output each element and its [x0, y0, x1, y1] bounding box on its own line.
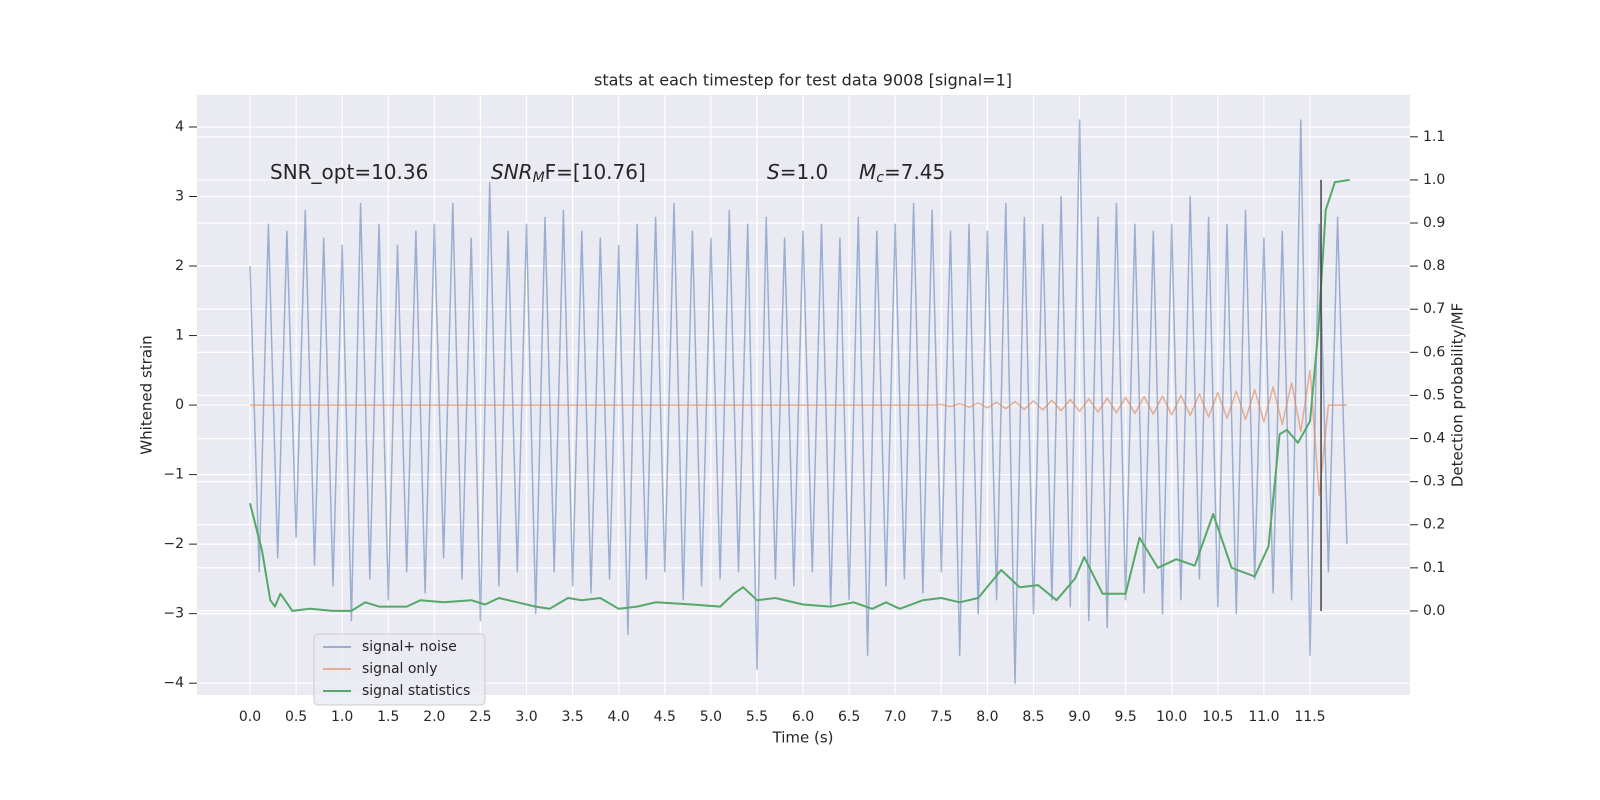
x-tick-label: 6.5	[838, 709, 860, 725]
x-tick-label: 8.0	[976, 709, 998, 725]
x-tick-label: 8.5	[1022, 709, 1044, 725]
y2-tick-label: 0.3	[1423, 474, 1445, 490]
series-line	[249, 178, 1350, 612]
annotation-part: M	[533, 170, 545, 186]
x-axis-label: Time (s)	[772, 729, 834, 747]
annotation-part: c	[876, 170, 884, 186]
chart-title: stats at each timestep for test data 900…	[594, 71, 1012, 90]
annotation-part: S	[767, 160, 780, 184]
x-tick-label: 0.0	[239, 709, 261, 725]
y2-tick-label: 1.0	[1423, 172, 1445, 188]
x-tick-label: 7.5	[930, 709, 952, 725]
y-tick-label: 0	[175, 397, 184, 413]
annotation-part: F=[10.76]	[545, 160, 646, 184]
y-tick-label: 4	[175, 119, 184, 135]
x-tick-label: 5.5	[746, 709, 768, 725]
annotation: SNRMF=[10.76]	[491, 160, 646, 187]
legend-box	[313, 633, 486, 706]
x-tick-label: 2.5	[469, 709, 491, 725]
x-tick-label: 5.0	[700, 709, 722, 725]
annotation: SNR_opt=10.36	[270, 160, 428, 184]
y2-tick-label: 0.7	[1423, 301, 1445, 317]
y-tick-label: 3	[175, 189, 184, 205]
legend-label: signal only	[362, 661, 437, 677]
x-tick-label: 0.5	[285, 709, 307, 725]
series-line	[249, 119, 1348, 684]
y2-tick-label: 0.6	[1423, 344, 1445, 360]
y2-tick-label: 0.0	[1423, 603, 1445, 619]
annotation-part: =7.45	[884, 160, 945, 184]
annotation: S=1.0	[767, 160, 828, 184]
annotation: Mc=7.45	[859, 160, 945, 187]
legend: signal+ noise signal only signal statistic…	[313, 633, 486, 706]
y-tick-label: −3	[163, 606, 184, 622]
x-tick-label: 7.0	[884, 709, 906, 725]
y-tick-label: −2	[163, 536, 184, 552]
legend-label: signal+ noise	[362, 639, 457, 655]
y-tick-label: 2	[175, 258, 184, 274]
x-tick-label: 3.5	[561, 709, 583, 725]
x-tick-label: 4.0	[608, 709, 630, 725]
x-tick-label: 6.0	[792, 709, 814, 725]
x-tick-label: 9.0	[1068, 709, 1090, 725]
annotation-part: M	[859, 160, 876, 184]
marks	[249, 119, 1350, 684]
x-tick-label: 11.0	[1248, 709, 1279, 725]
y2-tick-label: 0.1	[1423, 560, 1445, 576]
series-line	[250, 369, 1347, 497]
x-tick-label: 2.0	[423, 709, 445, 725]
y-tick-label: −1	[163, 467, 184, 483]
x-tick-label: 9.5	[1115, 709, 1137, 725]
y2-axis-label: Detection probability/MF	[1449, 303, 1467, 487]
x-tick-label: 1.5	[377, 709, 399, 725]
y-tick-label: 1	[175, 328, 184, 344]
y-axis-label: Whitened strain	[138, 335, 156, 454]
x-tick-label: 1.0	[331, 709, 353, 725]
x-tick-label: 10.5	[1202, 709, 1233, 725]
y-tick-label: −4	[163, 675, 184, 691]
y2-tick-label: 0.2	[1423, 517, 1445, 533]
annotation-part: SNR	[491, 160, 533, 184]
y2-tick-label: 0.4	[1423, 431, 1445, 447]
x-tick-label: 10.0	[1156, 709, 1187, 725]
x-tick-label: 3.0	[515, 709, 537, 725]
y2-tick-label: 0.9	[1423, 215, 1445, 231]
annotation-part: =1.0	[780, 160, 829, 184]
x-tick-label: 11.5	[1294, 709, 1325, 725]
legend-label: signal statistics	[362, 683, 470, 699]
annotation-part: SNR_opt=10.36	[270, 160, 428, 184]
y2-tick-label: 0.5	[1423, 387, 1445, 403]
y2-tick-label: 1.1	[1423, 129, 1445, 145]
x-tick-label: 4.5	[654, 709, 676, 725]
y2-tick-label: 0.8	[1423, 258, 1445, 274]
